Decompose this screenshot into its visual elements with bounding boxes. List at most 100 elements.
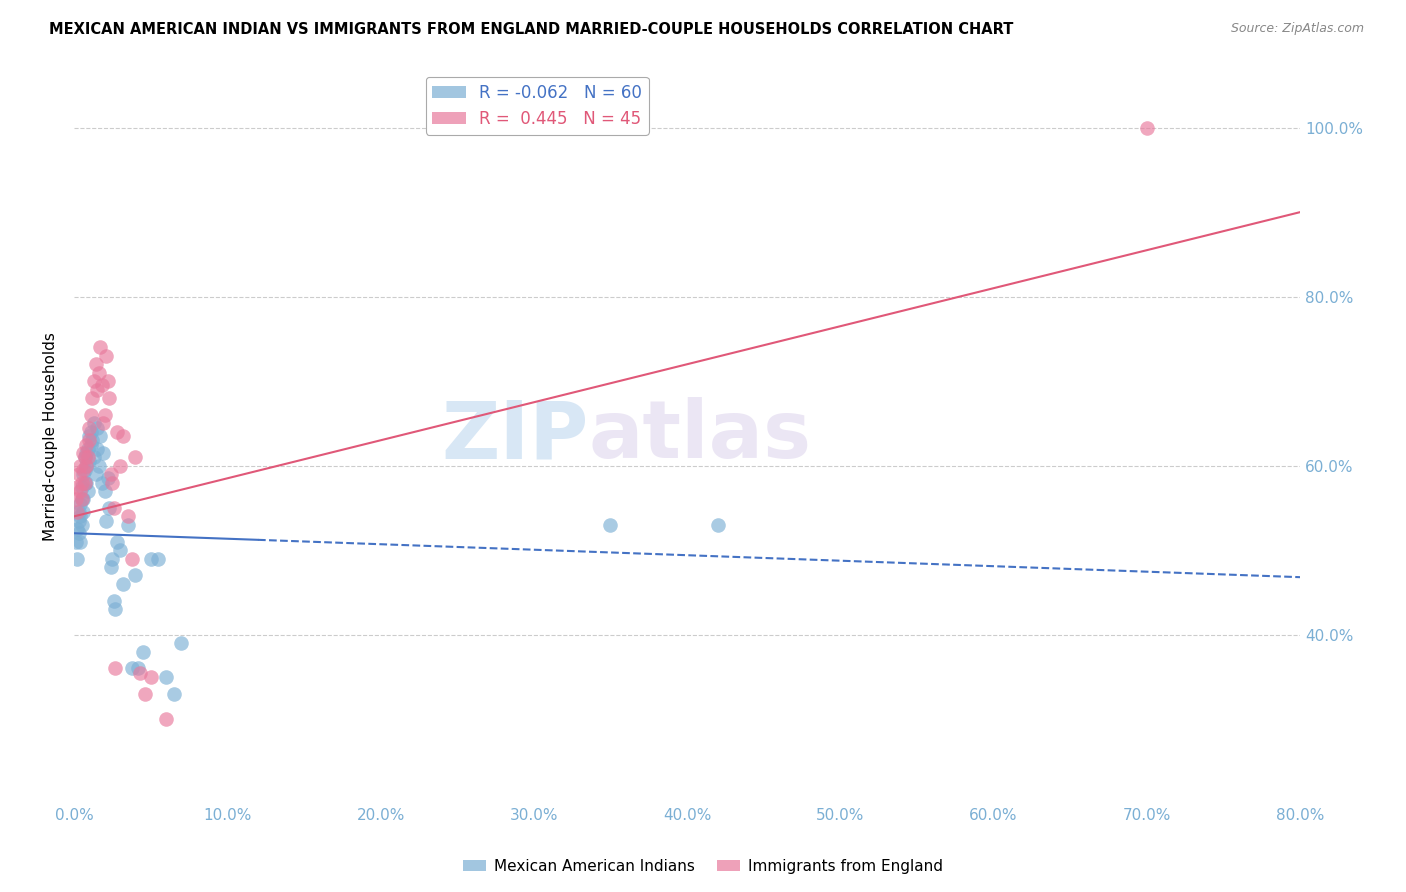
- Text: Source: ZipAtlas.com: Source: ZipAtlas.com: [1230, 22, 1364, 36]
- Point: [82, 391, 104, 405]
- Point: [73, 463, 96, 477]
- Point: [103, 500, 125, 515]
- Point: [121, 551, 143, 566]
- Point: [103, 594, 125, 608]
- Point: [155, 670, 177, 684]
- Point: [101, 475, 124, 490]
- Point: [87, 366, 110, 380]
- Point: [96, 349, 118, 363]
- Point: [706, 517, 728, 532]
- Point: [104, 602, 127, 616]
- Point: [66, 505, 89, 519]
- Text: ZIP: ZIP: [441, 397, 589, 475]
- Point: [77, 442, 100, 456]
- Point: [70, 492, 93, 507]
- Point: [117, 509, 139, 524]
- Point: [93, 483, 115, 498]
- Point: [139, 551, 162, 566]
- Point: [101, 551, 124, 566]
- Point: [84, 357, 107, 371]
- Point: [163, 687, 186, 701]
- Point: [134, 687, 156, 701]
- Point: [1136, 120, 1159, 135]
- Point: [75, 475, 97, 490]
- Point: [83, 374, 105, 388]
- Point: [66, 551, 89, 566]
- Point: [132, 644, 155, 658]
- Point: [97, 471, 120, 485]
- Point: [86, 420, 108, 434]
- Point: [70, 480, 93, 494]
- Point: [93, 408, 115, 422]
- Point: [67, 505, 90, 519]
- Point: [73, 450, 96, 465]
- Point: [77, 450, 100, 465]
- Point: [79, 454, 101, 468]
- Point: [69, 458, 91, 473]
- Point: [97, 374, 120, 388]
- Point: [86, 383, 108, 397]
- Point: [67, 467, 90, 481]
- Point: [70, 517, 93, 532]
- Point: [69, 509, 91, 524]
- Point: [80, 437, 103, 451]
- Point: [127, 661, 149, 675]
- Point: [72, 492, 94, 507]
- Point: [66, 522, 89, 536]
- Point: [112, 429, 135, 443]
- Point: [65, 492, 87, 507]
- Point: [75, 458, 97, 473]
- Legend: R = -0.062   N = 60, R =  0.445   N = 45: R = -0.062 N = 60, R = 0.445 N = 45: [426, 77, 648, 135]
- Point: [80, 425, 103, 439]
- Legend: Mexican American Indians, Immigrants from England: Mexican American Indians, Immigrants fro…: [457, 853, 949, 880]
- Point: [67, 526, 90, 541]
- Point: [89, 429, 111, 443]
- Point: [98, 391, 121, 405]
- Point: [82, 434, 104, 448]
- Text: atlas: atlas: [589, 397, 813, 475]
- Point: [72, 446, 94, 460]
- Point: [108, 543, 131, 558]
- Point: [139, 670, 162, 684]
- Point: [105, 534, 128, 549]
- Point: [77, 483, 100, 498]
- Point: [108, 458, 131, 473]
- Point: [96, 514, 118, 528]
- Point: [73, 450, 96, 465]
- Point: [91, 446, 114, 460]
- Point: [72, 467, 94, 481]
- Point: [79, 434, 101, 448]
- Point: [83, 450, 105, 465]
- Point: [73, 475, 96, 490]
- Point: [69, 497, 91, 511]
- Point: [75, 437, 97, 451]
- Point: [170, 636, 193, 650]
- Point: [104, 661, 127, 675]
- Point: [98, 500, 121, 515]
- Point: [73, 475, 96, 490]
- Point: [66, 480, 89, 494]
- Point: [121, 661, 143, 675]
- Point: [90, 475, 112, 490]
- Point: [79, 420, 101, 434]
- Point: [72, 505, 94, 519]
- Point: [90, 378, 112, 392]
- Point: [124, 450, 146, 465]
- Point: [69, 483, 91, 498]
- Point: [67, 514, 90, 528]
- Point: [87, 458, 110, 473]
- Point: [124, 568, 146, 582]
- Point: [79, 429, 101, 443]
- Point: [75, 446, 97, 460]
- Point: [65, 534, 87, 549]
- Point: [83, 417, 105, 431]
- Point: [148, 551, 170, 566]
- Point: [80, 408, 103, 422]
- Point: [100, 560, 122, 574]
- Text: MEXICAN AMERICAN INDIAN VS IMMIGRANTS FROM ENGLAND MARRIED-COUPLE HOUSEHOLDS COR: MEXICAN AMERICAN INDIAN VS IMMIGRANTS FR…: [49, 22, 1014, 37]
- Y-axis label: Married-couple Households: Married-couple Households: [44, 332, 58, 541]
- Point: [155, 712, 177, 726]
- Point: [105, 425, 128, 439]
- Point: [70, 475, 93, 490]
- Point: [599, 517, 621, 532]
